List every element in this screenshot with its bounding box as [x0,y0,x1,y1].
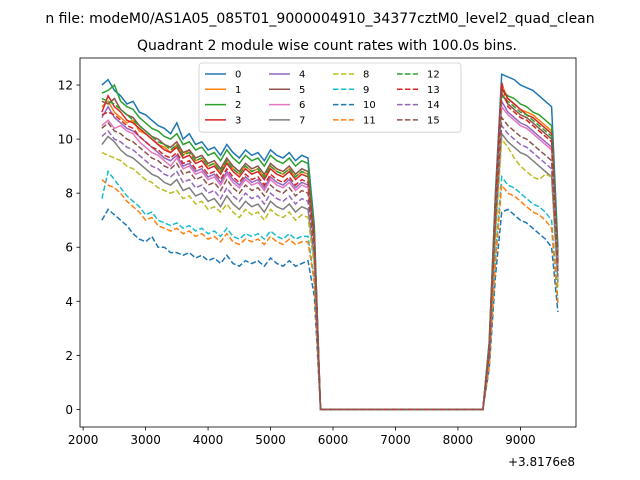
legend-label-7: 7 [299,115,305,126]
series-line-15 [101,115,559,411]
x-axis-offset-label: +3.8176e8 [508,455,575,469]
y-tick-label: 6 [65,241,73,255]
plot-lines [101,73,559,411]
legend-label-6: 6 [299,100,305,111]
legend-label-12: 12 [427,70,440,81]
legend-box [198,62,462,133]
plot-frame [79,57,577,428]
legend-label-15: 15 [427,115,440,126]
legend-label-4: 4 [299,70,305,81]
x-tick-label: 9000 [505,433,536,447]
y-tick-label: 10 [58,133,73,147]
legend-label-13: 13 [427,85,440,96]
y-tick-label: 12 [58,79,73,93]
legend-label-14: 14 [427,100,440,111]
legend-label-3: 3 [235,115,241,126]
legend-label-1: 1 [235,85,241,96]
legend-label-9: 9 [363,85,369,96]
legend-label-8: 8 [363,70,369,81]
x-tick-label: 4000 [193,433,224,447]
legend-label-2: 2 [235,100,241,111]
x-tick-label: 2000 [68,433,99,447]
legend-label-11: 11 [363,115,376,126]
x-tick-label: 3000 [130,433,161,447]
y-tick-label: 4 [65,295,73,309]
x-tick-label: 5000 [255,433,286,447]
x-tick-label: 6000 [318,433,349,447]
figure-suptitle: n file: modeM0/AS1A05_085T01_9000004910_… [45,11,594,27]
legend-label-5: 5 [299,85,305,96]
axes: 2000 3000 4000 5000 6000 7000 8000 900002468101… [58,57,577,447]
x-tick-label: 8000 [443,433,474,447]
y-tick-label: 8 [65,187,73,201]
legend-label-10: 10 [363,100,376,111]
chart-title: Quadrant 2 module wise count rates with … [137,38,517,54]
y-tick-label: 2 [65,349,73,363]
legend-label-0: 0 [235,70,241,81]
x-tick-label: 7000 [380,433,411,447]
y-tick-label: 0 [65,403,73,417]
